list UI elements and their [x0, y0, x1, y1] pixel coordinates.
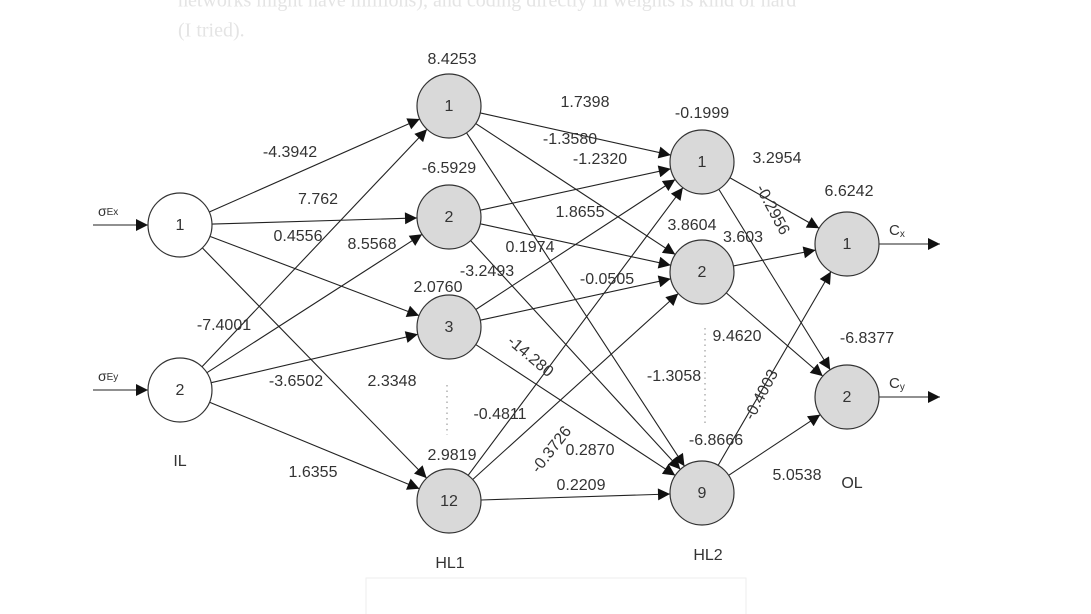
layer-label: IL [173, 453, 186, 470]
edge [475, 344, 676, 476]
edge [480, 488, 671, 501]
layer-label: OL [841, 475, 862, 492]
neuron-label: 12 [440, 493, 458, 510]
bias-label: 6.6242 [825, 183, 874, 200]
input-label: σEy [98, 368, 118, 384]
weight-label: -7.4001 [197, 317, 251, 334]
weight-label: 1.7398 [561, 94, 610, 111]
edge [480, 275, 671, 321]
edge [725, 292, 824, 377]
input-subscript: Ey [107, 372, 119, 383]
bias-label: 8.4253 [428, 51, 477, 68]
weight-label: -14.280 [504, 333, 557, 381]
neuron-label: 3 [445, 319, 454, 336]
edge [472, 293, 679, 480]
output-symbol: C [889, 375, 900, 392]
edge [728, 414, 821, 476]
edge [733, 246, 816, 267]
neuron [669, 129, 735, 195]
edge [718, 188, 831, 371]
input-symbol: σ [98, 203, 107, 219]
neuron-label: 1 [698, 154, 707, 171]
neuron [814, 211, 880, 277]
edge [201, 128, 428, 368]
edge [209, 401, 420, 490]
edge [470, 240, 681, 470]
bias-label: 2.9819 [428, 447, 477, 464]
weight-label: -3.6502 [269, 373, 323, 390]
neuron [416, 468, 482, 534]
input-label: σEx [98, 203, 118, 219]
weight-label: -1.3058 [647, 368, 701, 385]
neuron [669, 460, 735, 526]
bias-label: -0.1999 [675, 105, 729, 122]
neuron-label: 2 [843, 389, 852, 406]
layer-label: HL2 [693, 547, 722, 564]
bias-label: -6.8377 [840, 330, 894, 347]
edge [467, 187, 684, 476]
neuron-label: 2 [176, 382, 185, 399]
weight-label: -0.0505 [580, 271, 634, 288]
weight-label: 0.2209 [557, 477, 606, 494]
weight-label: 7.762 [298, 191, 338, 208]
neuron-label: 1 [176, 217, 185, 234]
neuron-label: 2 [445, 209, 454, 226]
weight-label: 1.8655 [556, 204, 605, 221]
output-label: Cx [889, 222, 905, 240]
input-symbol: σ [98, 368, 107, 384]
neuron [669, 239, 735, 305]
output-subscript: x [900, 229, 905, 240]
output-symbol: C [889, 222, 900, 239]
weight-label: -3.2493 [460, 263, 514, 280]
edge [201, 247, 428, 479]
weight-label: 0.2870 [566, 442, 615, 459]
weight-label: -1.3580 [543, 131, 597, 148]
bias-label: -6.5929 [422, 160, 476, 177]
neuron [416, 184, 482, 250]
weight-label: 3.603 [723, 229, 763, 246]
weight-label: 0.1974 [506, 239, 555, 256]
edge [480, 165, 671, 211]
edge [717, 271, 832, 466]
neuron [814, 364, 880, 430]
bias-label: 3.8604 [668, 217, 717, 234]
weight-label: -1.2320 [573, 151, 627, 168]
neuron [147, 192, 213, 258]
weight-label: 0.4556 [274, 228, 323, 245]
edge [211, 212, 418, 225]
input-subscript: Ex [107, 207, 119, 218]
weight-label: -4.3942 [263, 144, 317, 161]
bias-label: -6.8666 [689, 432, 743, 449]
neuron [416, 73, 482, 139]
neuron-label: 1 [445, 98, 454, 115]
weight-label: 9.4620 [713, 328, 762, 345]
edge [206, 233, 423, 374]
output-label: Cy [889, 375, 905, 393]
layer-label: HL1 [435, 555, 464, 572]
edge [209, 235, 420, 318]
edge [729, 177, 820, 229]
weight-label: 1.6355 [289, 464, 338, 481]
edge [480, 112, 671, 159]
page-text: networks might have millions), and codin… [178, 0, 796, 12]
neuron [416, 294, 482, 360]
weight-label: 2.3348 [368, 373, 417, 390]
faded-box [365, 577, 747, 614]
neuron-label: 1 [843, 236, 852, 253]
page-text: (I tried). [178, 20, 245, 42]
edge [211, 331, 418, 384]
edge [209, 118, 420, 213]
bias-label: 2.0760 [414, 279, 463, 296]
weight-label: 8.5568 [348, 236, 397, 253]
edge [475, 179, 676, 310]
weight-label: 5.0538 [773, 467, 822, 484]
neuron [147, 357, 213, 423]
output-subscript: y [900, 382, 905, 393]
neuron-label: 2 [698, 264, 707, 281]
weight-label: 3.2954 [753, 150, 802, 167]
weight-label: -0.4811 [473, 406, 526, 423]
weight-label: -0.4003 [742, 367, 783, 423]
neuron-label: 9 [698, 485, 707, 502]
